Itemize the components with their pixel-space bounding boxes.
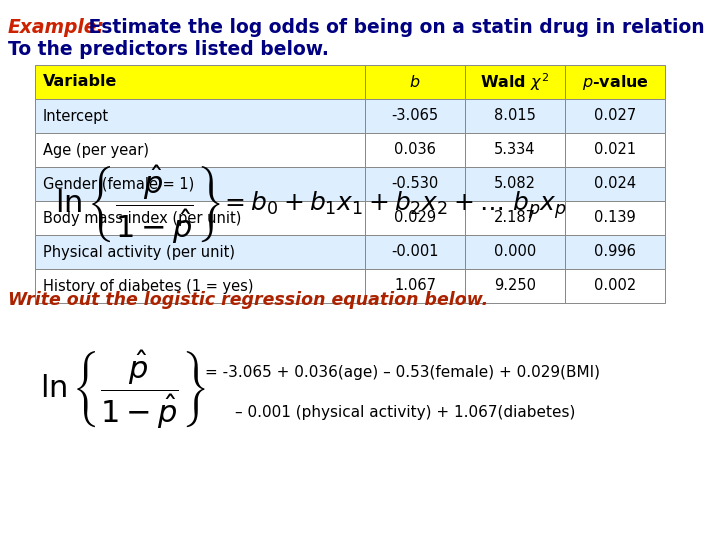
Text: Wald $\chi^2$: Wald $\chi^2$ (480, 71, 549, 93)
Bar (565, 269, 665, 303)
Text: – 0.001 (physical activity) + 1.067(diabetes): – 0.001 (physical activity) + 1.067(diab… (235, 404, 575, 420)
Bar (365, 65, 465, 99)
Text: 5.082: 5.082 (494, 177, 536, 192)
Text: Physical activity (per unit): Physical activity (per unit) (43, 245, 235, 260)
Bar (465, 167, 565, 201)
Bar (35, 167, 365, 201)
Bar (35, 269, 365, 303)
Bar (565, 201, 665, 235)
Bar (35, 99, 365, 133)
Text: Age (per year): Age (per year) (43, 143, 149, 158)
Text: -0.530: -0.530 (392, 177, 438, 192)
Bar (365, 99, 465, 133)
Bar (35, 201, 365, 235)
Bar (465, 65, 565, 99)
Text: -0.001: -0.001 (391, 245, 438, 260)
Text: 0.036: 0.036 (394, 143, 436, 158)
Text: Example:: Example: (8, 18, 105, 37)
Bar (35, 235, 365, 269)
Bar (465, 99, 565, 133)
Text: 0.139: 0.139 (594, 211, 636, 226)
Bar (565, 167, 665, 201)
Bar (365, 235, 465, 269)
Bar (35, 65, 365, 99)
Text: 0.027: 0.027 (594, 109, 636, 124)
Bar (565, 235, 665, 269)
Text: $b$: $b$ (409, 74, 420, 90)
Text: Variable: Variable (43, 75, 117, 90)
Bar (35, 133, 365, 167)
Text: 0.002: 0.002 (594, 279, 636, 294)
Text: History of diabetes (1 = yes): History of diabetes (1 = yes) (43, 279, 253, 294)
Bar (365, 269, 465, 303)
Text: 9.250: 9.250 (494, 279, 536, 294)
Bar (465, 133, 565, 167)
Text: 2.187: 2.187 (494, 211, 536, 226)
Text: Estimate the log odds of being on a statin drug in relation: Estimate the log odds of being on a stat… (82, 18, 705, 37)
Text: 5.334: 5.334 (494, 143, 536, 158)
Text: $\ln\left\{\dfrac{\hat{p}}{1-\hat{p}}\right\}$: $\ln\left\{\dfrac{\hat{p}}{1-\hat{p}}\ri… (55, 164, 221, 246)
Bar (565, 133, 665, 167)
Text: 8.015: 8.015 (494, 109, 536, 124)
Text: 0.000: 0.000 (494, 245, 536, 260)
Bar (365, 201, 465, 235)
Bar (565, 99, 665, 133)
Text: Gender (female = 1): Gender (female = 1) (43, 177, 194, 192)
Bar (365, 167, 465, 201)
Text: $= b_0 + b_1x_1 + b_2x_2 + \ldots\ b_px_p$: $= b_0 + b_1x_1 + b_2x_2 + \ldots\ b_px_… (220, 189, 567, 221)
Bar (465, 269, 565, 303)
Text: Body mass index (per unit): Body mass index (per unit) (43, 211, 241, 226)
Text: Intercept: Intercept (43, 109, 109, 124)
Text: $p$-value: $p$-value (582, 72, 649, 91)
Text: $\ln\left\{\dfrac{\hat{p}}{1-\hat{p}}\right\}$: $\ln\left\{\dfrac{\hat{p}}{1-\hat{p}}\ri… (40, 349, 206, 431)
Text: 1.067: 1.067 (394, 279, 436, 294)
Bar (565, 65, 665, 99)
Text: 0.021: 0.021 (594, 143, 636, 158)
Text: 0.996: 0.996 (594, 245, 636, 260)
Bar (465, 235, 565, 269)
Text: To the predictors listed below.: To the predictors listed below. (8, 40, 329, 59)
Bar (465, 201, 565, 235)
Text: 0.024: 0.024 (594, 177, 636, 192)
Text: Write out the logistic regression equation below.: Write out the logistic regression equati… (8, 291, 488, 309)
Bar (365, 133, 465, 167)
Text: -3.065: -3.065 (392, 109, 438, 124)
Text: 0.029: 0.029 (394, 211, 436, 226)
Text: = -3.065 + 0.036(age) – 0.53(female) + 0.029(BMI): = -3.065 + 0.036(age) – 0.53(female) + 0… (205, 364, 600, 380)
